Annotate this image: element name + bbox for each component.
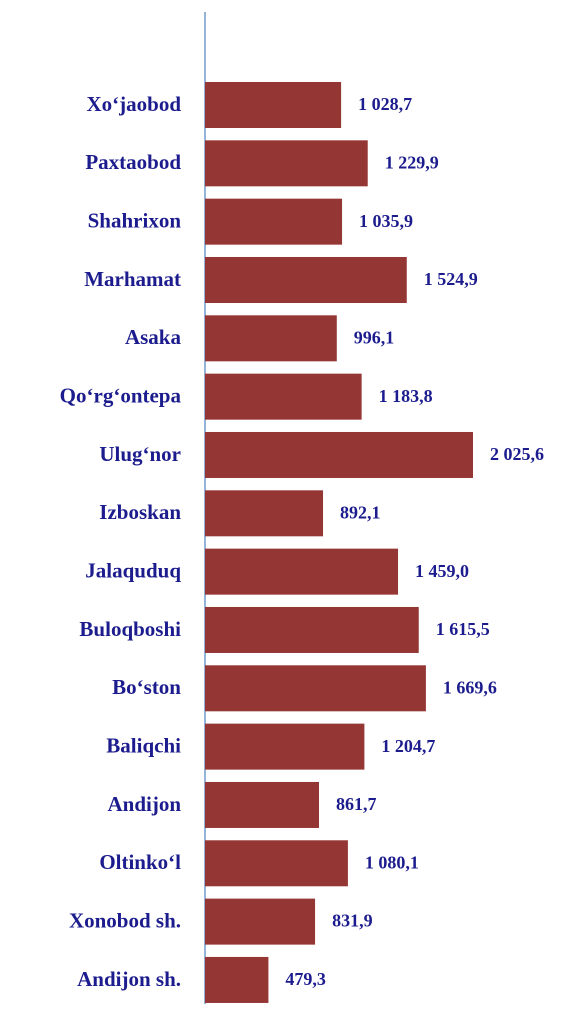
- value-label: 831,9: [332, 911, 373, 931]
- value-label: 479,3: [285, 969, 326, 989]
- category-label: Jalaquduq: [85, 558, 181, 582]
- category-label: Baliqchi: [106, 733, 181, 757]
- category-label: Oltinko‘l: [99, 850, 181, 874]
- bar: [205, 548, 399, 595]
- value-label: 1 183,8: [379, 386, 433, 406]
- value-label: 1 080,1: [365, 852, 419, 872]
- category-label: Paxtaobod: [85, 150, 181, 174]
- value-label: 996,1: [354, 327, 395, 347]
- category-label: Shahrixon: [88, 208, 182, 232]
- value-label: 861,7: [336, 794, 377, 814]
- category-label: Andijon sh.: [77, 967, 181, 991]
- category-label: Andijon: [107, 792, 181, 816]
- bar: [205, 723, 365, 770]
- bar: [205, 665, 426, 712]
- category-label: Qo‘rg‘ontepa: [60, 383, 182, 407]
- value-label: 1 459,0: [415, 561, 469, 581]
- value-label: 2 025,6: [490, 444, 544, 464]
- category-label: Buloqboshi: [79, 617, 181, 641]
- value-label: 1 028,7: [358, 94, 412, 114]
- bar: [205, 82, 342, 128]
- bar: [205, 140, 368, 187]
- category-label: Izboskan: [99, 500, 181, 524]
- bar: [205, 198, 343, 245]
- category-label: Xonobod sh.: [69, 908, 181, 932]
- bar: [205, 956, 269, 1003]
- bar: [205, 898, 316, 945]
- value-label: 1 615,5: [436, 619, 490, 639]
- value-label: 1 524,9: [424, 269, 478, 289]
- category-label: Xo‘jaobod: [86, 92, 181, 116]
- value-label: 1 669,6: [443, 677, 497, 697]
- value-label: 1 204,7: [381, 736, 435, 756]
- category-label: Asaka: [125, 325, 182, 349]
- value-label: 892,1: [340, 502, 381, 522]
- bar: [205, 373, 362, 420]
- bar: [205, 781, 320, 828]
- bar: [205, 256, 407, 303]
- value-label: 1 229,9: [385, 152, 439, 172]
- category-label: Marhamat: [84, 267, 181, 291]
- value-label: 1 035,9: [359, 211, 413, 231]
- category-label: Bo‘ston: [112, 675, 181, 699]
- category-label: Ulug‘nor: [99, 442, 181, 466]
- bar: [205, 315, 337, 362]
- bar: [205, 490, 324, 537]
- bar: [205, 840, 348, 887]
- bar: [205, 431, 473, 478]
- bar: [205, 606, 419, 653]
